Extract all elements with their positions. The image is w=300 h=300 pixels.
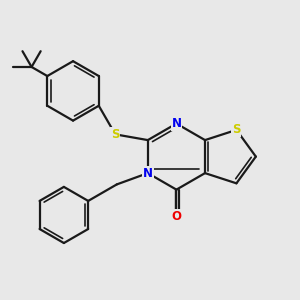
Text: N: N (171, 117, 182, 130)
Text: S: S (232, 123, 241, 136)
Text: O: O (171, 209, 182, 223)
Text: N: N (143, 167, 153, 180)
Text: S: S (111, 128, 119, 141)
